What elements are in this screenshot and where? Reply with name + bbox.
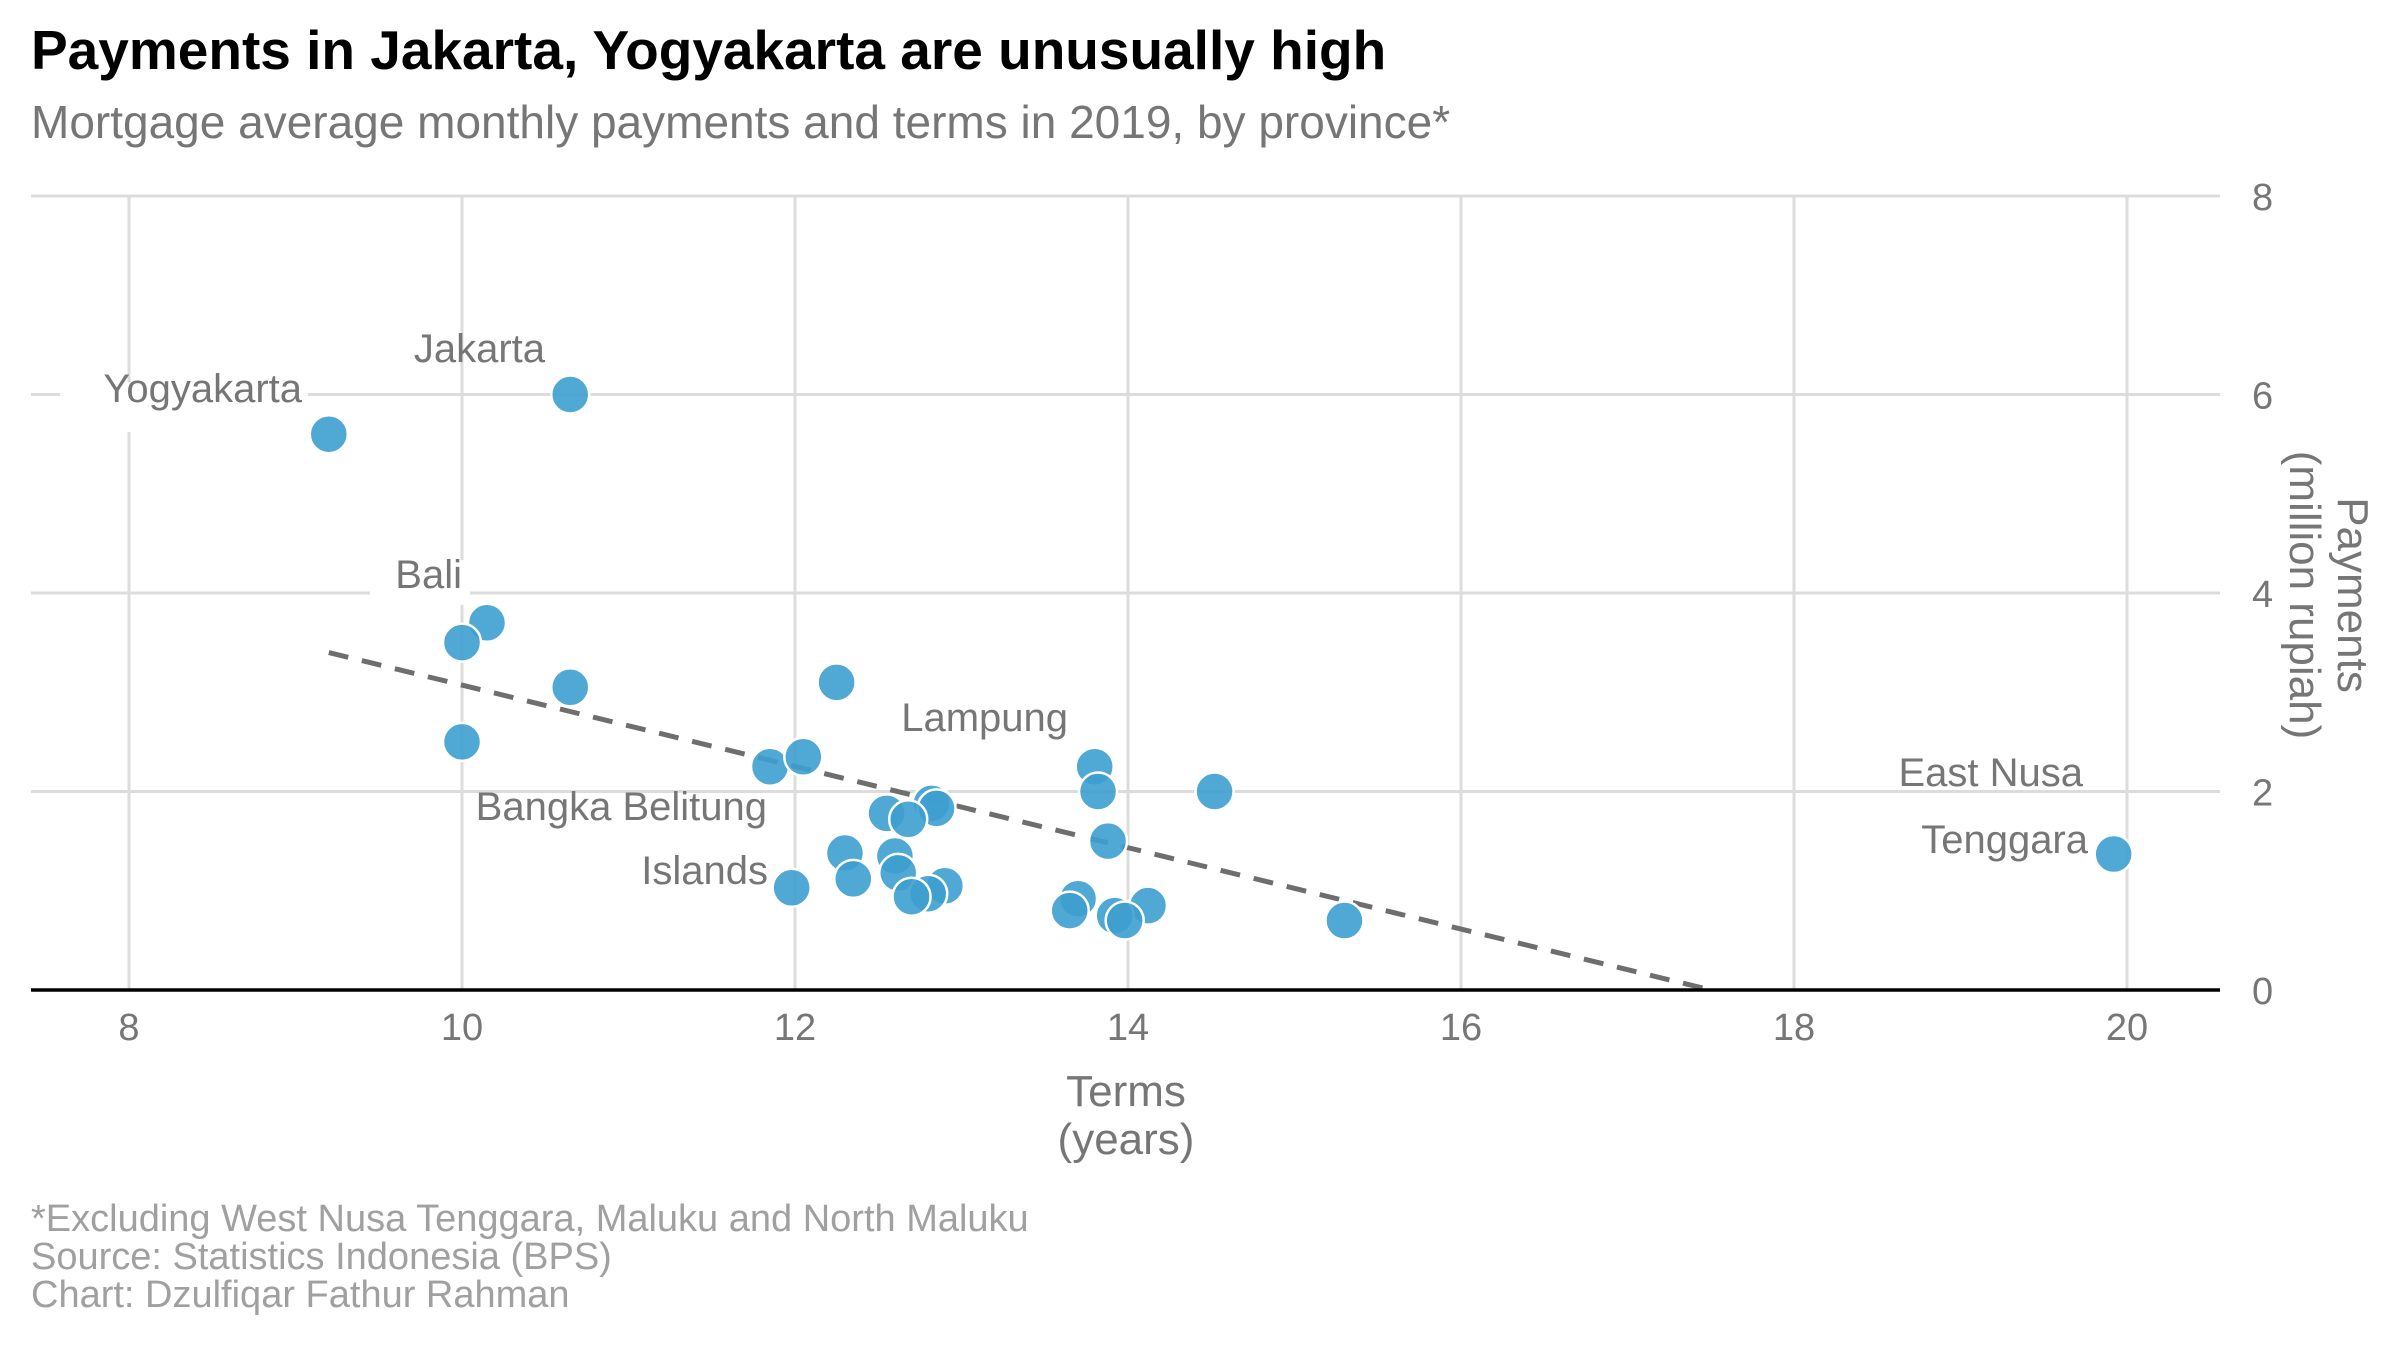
x-tick-label: 14	[1107, 1007, 1149, 1049]
axes: 0 2 4 6 8 8 10 12 14 16 18 20	[31, 177, 2273, 1049]
data-point	[441, 622, 483, 663]
label-bali: Bali	[395, 553, 462, 597]
data-point	[783, 736, 824, 778]
data-point	[549, 374, 591, 415]
x-tick-label: 20	[2106, 1007, 2148, 1049]
label-east-nusa: East Nusa	[1898, 751, 2083, 795]
label-islands: Islands	[641, 849, 768, 893]
x-tick-label: 16	[1440, 1007, 1482, 1049]
y-tick-label: 2	[2252, 773, 2273, 815]
y-axis-title-line2: (million rupiah)	[2280, 451, 2329, 740]
data-point	[887, 799, 929, 840]
data-point	[1049, 890, 1090, 931]
data-point	[2093, 833, 2134, 875]
data-point	[1087, 820, 1129, 862]
x-tick-label: 8	[118, 1007, 139, 1049]
chart-caption: *Excluding West Nusa Tenggara, Maluku an…	[31, 1200, 1029, 1314]
x-tick-label: 10	[441, 1007, 483, 1049]
data-point	[771, 867, 812, 909]
data-point	[1194, 771, 1235, 812]
label-yogyakarta: Yogyakarta	[103, 367, 302, 411]
y-tick-label: 0	[2252, 971, 2273, 1013]
label-mask	[370, 560, 470, 605]
label-tenggara: Tenggara	[1921, 818, 2089, 862]
label-mask	[60, 382, 308, 432]
data-point	[1077, 771, 1119, 812]
x-tick-label: 18	[1773, 1007, 1815, 1049]
label-bangka-belitung: Bangka Belitung	[476, 785, 767, 829]
y-tick-label: 6	[2252, 376, 2273, 418]
data-point	[749, 746, 791, 787]
data-point	[816, 662, 857, 703]
x-tick-label: 12	[774, 1007, 816, 1049]
credit-note: Chart: Dzulfiqar Fathur Rahman	[31, 1274, 570, 1316]
y-tick-label: 4	[2252, 574, 2273, 616]
data-point	[1104, 900, 1145, 941]
data-point	[441, 721, 483, 763]
data-point	[891, 876, 932, 917]
chart-subtitle: Mortgage average monthly payments and te…	[31, 96, 1451, 148]
points-layer	[308, 374, 2134, 941]
data-point	[308, 413, 350, 455]
footnote: *Excluding West Nusa Tenggara, Maluku an…	[31, 1198, 1029, 1240]
x-axis-title-line1: Terms	[1066, 1067, 1186, 1116]
gridlines	[31, 194, 2220, 990]
chart-title: Payments in Jakarta, Yogyakarta are unus…	[31, 19, 1387, 81]
label-lampung: Lampung	[901, 696, 1068, 740]
label-jakarta: Jakarta	[414, 327, 546, 371]
data-point	[833, 858, 874, 900]
data-point	[1324, 900, 1365, 941]
data-point	[549, 667, 591, 708]
y-tick-label: 8	[2252, 177, 2273, 219]
y-axis-title-line1: Payments	[2328, 497, 2377, 693]
source-note: Source: Statistics Indonesia (BPS)	[31, 1236, 612, 1278]
x-axis-title-line2: (years)	[1058, 1115, 1195, 1164]
